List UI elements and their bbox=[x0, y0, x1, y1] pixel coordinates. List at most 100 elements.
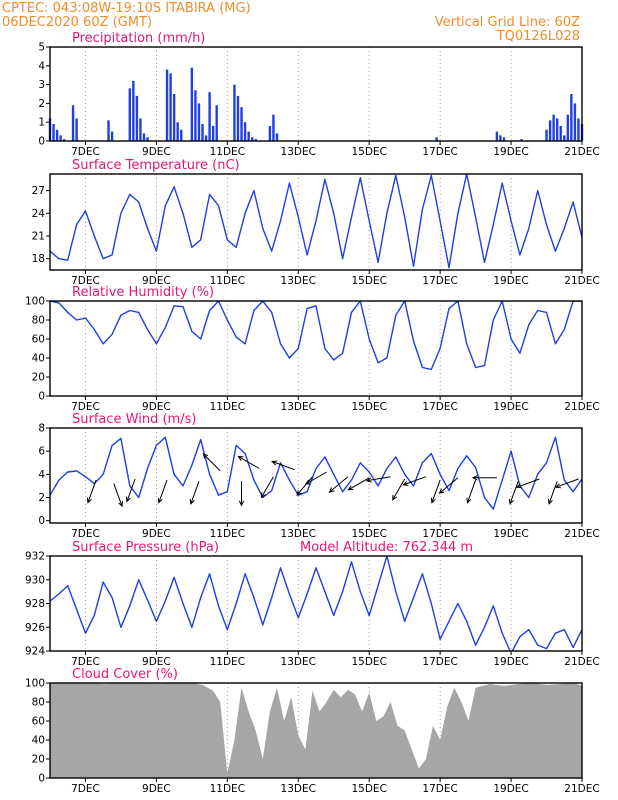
temp-point-33 bbox=[342, 258, 344, 260]
temp-point-16 bbox=[191, 246, 193, 248]
rh-point-25 bbox=[271, 311, 273, 313]
wind-arrow-4 bbox=[157, 479, 168, 504]
precip-bar-52 bbox=[577, 118, 580, 141]
precip-xtick-label-17DEC: 17DEC bbox=[422, 146, 457, 158]
rh-point-32 bbox=[333, 359, 335, 361]
wind-point-9 bbox=[129, 485, 131, 487]
wind-point-41 bbox=[412, 485, 415, 487]
wind-arrow-25 bbox=[554, 478, 579, 489]
pres-point-22 bbox=[244, 573, 246, 575]
wind-point-56 bbox=[545, 462, 548, 464]
pres-xtick-label-15DEC: 15DEC bbox=[351, 656, 386, 668]
pres-point-19 bbox=[217, 605, 220, 607]
rh-title: Relative Humidity (%) bbox=[72, 285, 214, 300]
rh-point-48 bbox=[475, 366, 477, 369]
wind-arrow-19 bbox=[438, 477, 459, 494]
wind-title: Surface Wind (m/s) bbox=[72, 412, 196, 427]
precip-bar-21 bbox=[194, 90, 197, 141]
pres-xtick-label-7DEC: 7DEC bbox=[71, 656, 100, 668]
temp-point-29 bbox=[306, 254, 308, 256]
precip-xtick-label-13DEC: 13DEC bbox=[281, 146, 316, 158]
wind-point-39 bbox=[395, 456, 397, 458]
pres-point-2 bbox=[67, 585, 69, 587]
temp-point-3 bbox=[76, 224, 78, 226]
temp-title: Surface Temperature (nC) bbox=[72, 158, 240, 173]
temp-point-6 bbox=[102, 258, 104, 260]
temp-ytick-label-0: 18 bbox=[32, 253, 45, 265]
temp-point-12 bbox=[155, 250, 157, 252]
wind-arrow-23 bbox=[515, 478, 540, 489]
wind-point-14 bbox=[173, 473, 175, 475]
cloud-area bbox=[50, 683, 582, 778]
precip-ytick-label-2: 2 bbox=[38, 98, 45, 110]
wind-frame bbox=[49, 427, 583, 524]
rh-point-26 bbox=[279, 343, 282, 345]
precip-ytick-label-0: 0 bbox=[38, 136, 45, 148]
cloud-xtick-label-13DEC: 13DEC bbox=[281, 783, 316, 795]
rh-point-41 bbox=[412, 340, 415, 342]
pres-point-26 bbox=[279, 567, 282, 569]
precip-title: Precipitation (mm/h) bbox=[72, 31, 205, 46]
temp-point-36 bbox=[368, 220, 370, 222]
rh-xtick-label-21DEC: 21DEC bbox=[564, 401, 599, 413]
wind-point-30 bbox=[315, 467, 317, 470]
rh-point-38 bbox=[386, 357, 388, 359]
rh-point-18 bbox=[209, 309, 211, 312]
header-grid-line-info: Vertical Grid Line: 60Z bbox=[435, 15, 580, 30]
temp-point-10 bbox=[138, 201, 140, 203]
wind-xtick-label-7DEC: 7DEC bbox=[71, 528, 100, 540]
pres-ytick-label-3: 930 bbox=[25, 574, 45, 586]
wind-point-26 bbox=[279, 462, 282, 464]
chart-panels: Precipitation (mm/h) 0 1 2 3 4 5 7DEC 9DEC 11DEC 1… bbox=[25, 31, 600, 795]
wind-point-59 bbox=[572, 491, 574, 493]
temp-point-57 bbox=[554, 250, 557, 252]
wind-point-1 bbox=[58, 479, 60, 481]
wind-xtick-label-13DEC: 13DEC bbox=[281, 528, 316, 540]
temp-xtick-label-17DEC: 17DEC bbox=[422, 275, 457, 287]
pres-point-15 bbox=[182, 602, 184, 605]
wind-point-50 bbox=[492, 508, 494, 510]
precip-xtick-label-9DEC: 9DEC bbox=[142, 146, 171, 158]
precip-bar-27 bbox=[215, 105, 218, 141]
precip-bar-6 bbox=[75, 118, 78, 141]
rh-point-39 bbox=[395, 314, 397, 316]
pres-point-35 bbox=[359, 591, 361, 593]
rh-point-55 bbox=[537, 309, 539, 312]
wind-point-38 bbox=[386, 467, 388, 470]
cloud-ytick-label-5: 100 bbox=[25, 678, 45, 690]
temp-point-44 bbox=[439, 220, 441, 222]
pres-point-21 bbox=[235, 602, 237, 605]
cloud-ytick-label-1: 20 bbox=[32, 754, 45, 766]
wind-point-51 bbox=[501, 479, 503, 481]
precip-ytick-label-3: 3 bbox=[38, 79, 45, 91]
precip-ytick-label-1: 1 bbox=[38, 117, 45, 129]
pres-point-59 bbox=[572, 646, 574, 649]
temp-xtick-label-15DEC: 15DEC bbox=[351, 275, 386, 287]
precip-bar-47 bbox=[559, 125, 562, 141]
temp-point-1 bbox=[58, 258, 60, 260]
wind-point-20 bbox=[226, 491, 228, 493]
rh-point-49 bbox=[483, 365, 486, 367]
rh-xtick-label-11DEC: 11DEC bbox=[210, 401, 245, 413]
cloud-ytick-label-0: 0 bbox=[38, 773, 45, 785]
wind-arrow-1 bbox=[86, 479, 97, 504]
cloud-ytick-label-2: 40 bbox=[32, 735, 45, 747]
temp-point-5 bbox=[93, 235, 95, 237]
precip-bar-45 bbox=[552, 114, 555, 141]
temp-panel: Surface Temperature (nC) 18 21 24 27 7DEC 9DEC… bbox=[32, 158, 600, 287]
pres-point-53 bbox=[519, 636, 521, 638]
wind-xtick-label-15DEC: 15DEC bbox=[351, 528, 386, 540]
precip-bar-28 bbox=[233, 84, 236, 141]
wind-point-33 bbox=[342, 491, 344, 493]
rh-point-36 bbox=[368, 338, 370, 340]
wind-point-8 bbox=[120, 437, 122, 440]
temp-xtick-label-13DEC: 13DEC bbox=[281, 275, 316, 287]
temp-point-15 bbox=[182, 212, 184, 214]
pres-point-11 bbox=[146, 599, 149, 601]
pres-point-55 bbox=[537, 644, 539, 646]
temp-point-28 bbox=[297, 216, 299, 218]
wind-point-12 bbox=[155, 444, 157, 446]
rh-point-31 bbox=[324, 347, 326, 350]
pres-xtick-label-21DEC: 21DEC bbox=[564, 656, 599, 668]
pres-xtick-label-13DEC: 13DEC bbox=[281, 656, 316, 668]
